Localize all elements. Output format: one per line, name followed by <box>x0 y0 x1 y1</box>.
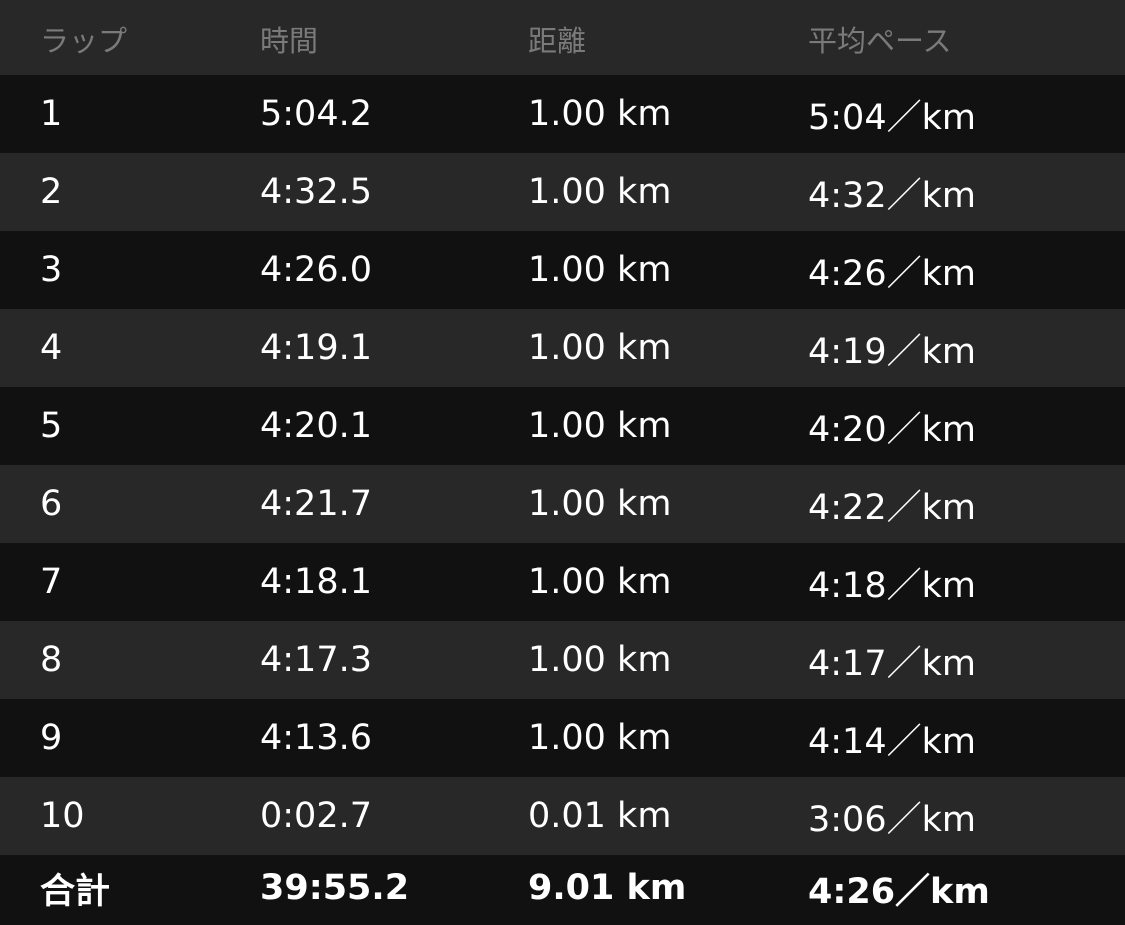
lap-time: 0:02.7 <box>260 796 372 836</box>
lap-pace: 4:32／km <box>808 175 976 216</box>
lap-number: 5 <box>40 406 63 446</box>
total-distance: 9.01 km <box>528 868 687 908</box>
table-row: 5 4:20.1 1.00 km 4:20／km <box>0 387 1125 465</box>
lap-pace: 5:04／km <box>808 97 976 138</box>
lap-distance: 0.01 km <box>528 796 672 836</box>
lap-number: 7 <box>40 562 63 602</box>
table-row: 9 4:13.6 1.00 km 4:14／km <box>0 699 1125 777</box>
lap-time: 4:17.3 <box>260 640 372 680</box>
table-row: 2 4:32.5 1.00 km 4:32／km <box>0 153 1125 231</box>
header-distance: 距離 <box>528 24 587 58</box>
table-row: 3 4:26.0 1.00 km 4:26／km <box>0 231 1125 309</box>
lap-time: 4:20.1 <box>260 406 372 446</box>
lap-number: 4 <box>40 328 63 368</box>
lap-number: 10 <box>40 796 85 836</box>
table-row: 8 4:17.3 1.00 km 4:17／km <box>0 621 1125 699</box>
lap-number: 9 <box>40 718 63 758</box>
lap-distance: 1.00 km <box>528 94 672 134</box>
total-pace: 4:26／km <box>808 871 990 912</box>
lap-distance: 1.00 km <box>528 172 672 212</box>
lap-distance: 1.00 km <box>528 484 672 524</box>
total-time: 39:55.2 <box>260 868 410 908</box>
table-row: 4 4:19.1 1.00 km 4:19／km <box>0 309 1125 387</box>
lap-distance: 1.00 km <box>528 562 672 602</box>
total-row: 合計 39:55.2 9.01 km 4:26／km <box>0 855 1125 925</box>
header-lap: ラップ <box>40 24 128 58</box>
lap-number: 6 <box>40 484 63 524</box>
lap-time: 4:32.5 <box>260 172 372 212</box>
lap-pace: 4:22／km <box>808 487 976 528</box>
lap-pace: 4:14／km <box>808 721 976 762</box>
lap-pace: 4:26／km <box>808 253 976 294</box>
lap-distance: 1.00 km <box>528 640 672 680</box>
table-header: ラップ 時間 距離 平均ペース <box>0 0 1125 75</box>
lap-distance: 1.00 km <box>528 328 672 368</box>
table-row: 6 4:21.7 1.00 km 4:22／km <box>0 465 1125 543</box>
lap-number: 8 <box>40 640 63 680</box>
lap-time: 4:26.0 <box>260 250 372 290</box>
total-label: 合計 <box>40 871 111 912</box>
lap-pace: 4:17／km <box>808 643 976 684</box>
lap-distance: 1.00 km <box>528 406 672 446</box>
lap-number: 1 <box>40 94 63 134</box>
table-row: 7 4:18.1 1.00 km 4:18／km <box>0 543 1125 621</box>
table-row: 1 5:04.2 1.00 km 5:04／km <box>0 75 1125 153</box>
lap-time: 4:13.6 <box>260 718 372 758</box>
lap-time: 5:04.2 <box>260 94 372 134</box>
table-row: 10 0:02.7 0.01 km 3:06／km <box>0 777 1125 855</box>
lap-pace: 4:19／km <box>808 331 976 372</box>
lap-distance: 1.00 km <box>528 718 672 758</box>
header-pace: 平均ペース <box>808 24 952 58</box>
lap-number: 3 <box>40 250 63 290</box>
header-time: 時間 <box>260 24 319 58</box>
lap-pace: 4:20／km <box>808 409 976 450</box>
lap-time: 4:19.1 <box>260 328 372 368</box>
lap-distance: 1.00 km <box>528 250 672 290</box>
lap-number: 2 <box>40 172 63 212</box>
lap-pace: 3:06／km <box>808 799 976 840</box>
lap-time: 4:18.1 <box>260 562 372 602</box>
lap-pace: 4:18／km <box>808 565 976 606</box>
lap-time: 4:21.7 <box>260 484 372 524</box>
